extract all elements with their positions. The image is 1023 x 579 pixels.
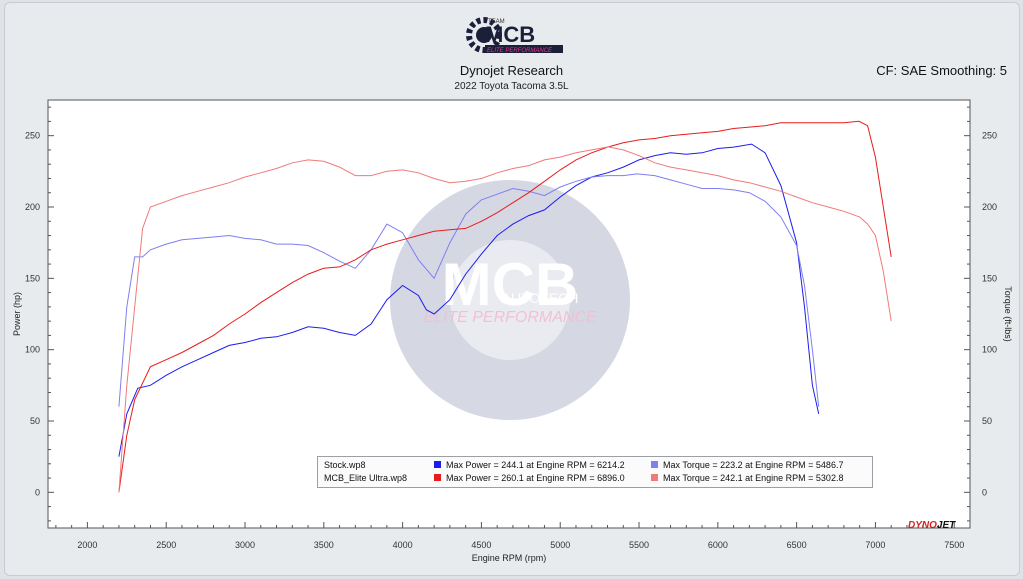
y2-axis-label: Torque (ft-lbs) [1003,286,1013,342]
legend-mcb-torque-text: Max Torque = 242.1 at Engine RPM = 5302.… [663,473,844,483]
legend-file-stock: Stock.wp8 [324,460,366,470]
legend-mcb-power-text: Max Power = 260.1 at Engine RPM = 6896.0 [446,473,625,483]
x-tick-label: 4500 [471,540,491,550]
x-tick-label: 5500 [629,540,649,550]
logo-mcb-text: MCB [485,22,535,47]
y2-tick-label: 100 [982,345,997,355]
watermark: MCB AUTOTECH ELITE PERFORMANCE [390,180,630,420]
y-tick-label: 100 [25,345,40,355]
x-tick-label: 4000 [393,540,413,550]
legend-stock-power-text: Max Power = 244.1 at Engine RPM = 6214.2 [446,460,625,470]
series-line-0 [118,143,820,457]
y2-tick-label: 250 [982,131,997,141]
chart-title: Dynojet Research [459,63,564,78]
series-line-3 [118,146,892,493]
dynojet-brand: DYNOJET [908,520,955,531]
x-tick-label: 6000 [708,540,728,550]
legend-row-mcb: MCB_Elite Ultra.wp8 Max Power = 260.1 at… [318,472,872,485]
legend-entry-mcb-power: Max Power = 260.1 at Engine RPM = 6896.0 [434,472,625,485]
y2-tick-label: 50 [982,416,992,426]
y2-tick-label: 200 [982,202,997,212]
x-tick-label: 7500 [944,540,964,550]
legend-stock-torque-text: Max Torque = 223.2 at Engine RPM = 5486.… [663,460,844,470]
legend-row-stock: Stock.wp8 Max Power = 244.1 at Engine RP… [318,459,872,472]
mcb-logo: TEAM MCB ELITE PERFORMANCE [466,17,563,54]
x-tick-label: 7000 [865,540,885,550]
y-tick-label: 250 [25,131,40,141]
chart-subtitle: 2022 Toyota Tacoma 3.5L [454,81,569,92]
brand-jet: JET [936,520,956,531]
y2-tick-label: 150 [982,273,997,283]
watermark-mcb: MCB [442,251,579,318]
series-line-1 [118,173,820,407]
y-tick-label: 200 [25,202,40,212]
legend-entry-stock-power: Max Power = 244.1 at Engine RPM = 6214.2 [434,459,625,472]
brand-dyno: DYNO [908,520,937,531]
y-axis-label: Power (hp) [12,292,22,336]
y-tick-label: 0 [35,487,40,497]
x-tick-label: 2500 [156,540,176,550]
x-tick-label: 3500 [314,540,334,550]
y-tick-label: 150 [25,273,40,283]
x-tick-label: 2000 [77,540,97,550]
legend-file-mcb: MCB_Elite Ultra.wp8 [324,473,408,483]
logo-team-text: TEAM [488,19,505,25]
series-line-2 [118,120,892,493]
watermark-autotech: AUTOTECH [502,290,579,306]
chart-legend: Stock.wp8 Max Power = 244.1 at Engine RP… [317,456,873,488]
legend-entry-mcb-torque: Max Torque = 242.1 at Engine RPM = 5302.… [651,472,843,485]
logo-tagline-text: ELITE PERFORMANCE [487,48,553,54]
x-tick-label: 5000 [550,540,570,550]
x-tick-label: 3000 [235,540,255,550]
legend-entry-stock-torque: Max Torque = 223.2 at Engine RPM = 5486.… [651,459,843,472]
y2-tick-label: 0 [982,487,987,497]
watermark-elite: ELITE PERFORMANCE [423,309,597,326]
correction-factor-text: CF: SAE Smoothing: 5 [876,63,1007,78]
x-tick-label: 6500 [787,540,807,550]
y-tick-label: 50 [30,416,40,426]
x-axis-label: Engine RPM (rpm) [472,553,547,563]
